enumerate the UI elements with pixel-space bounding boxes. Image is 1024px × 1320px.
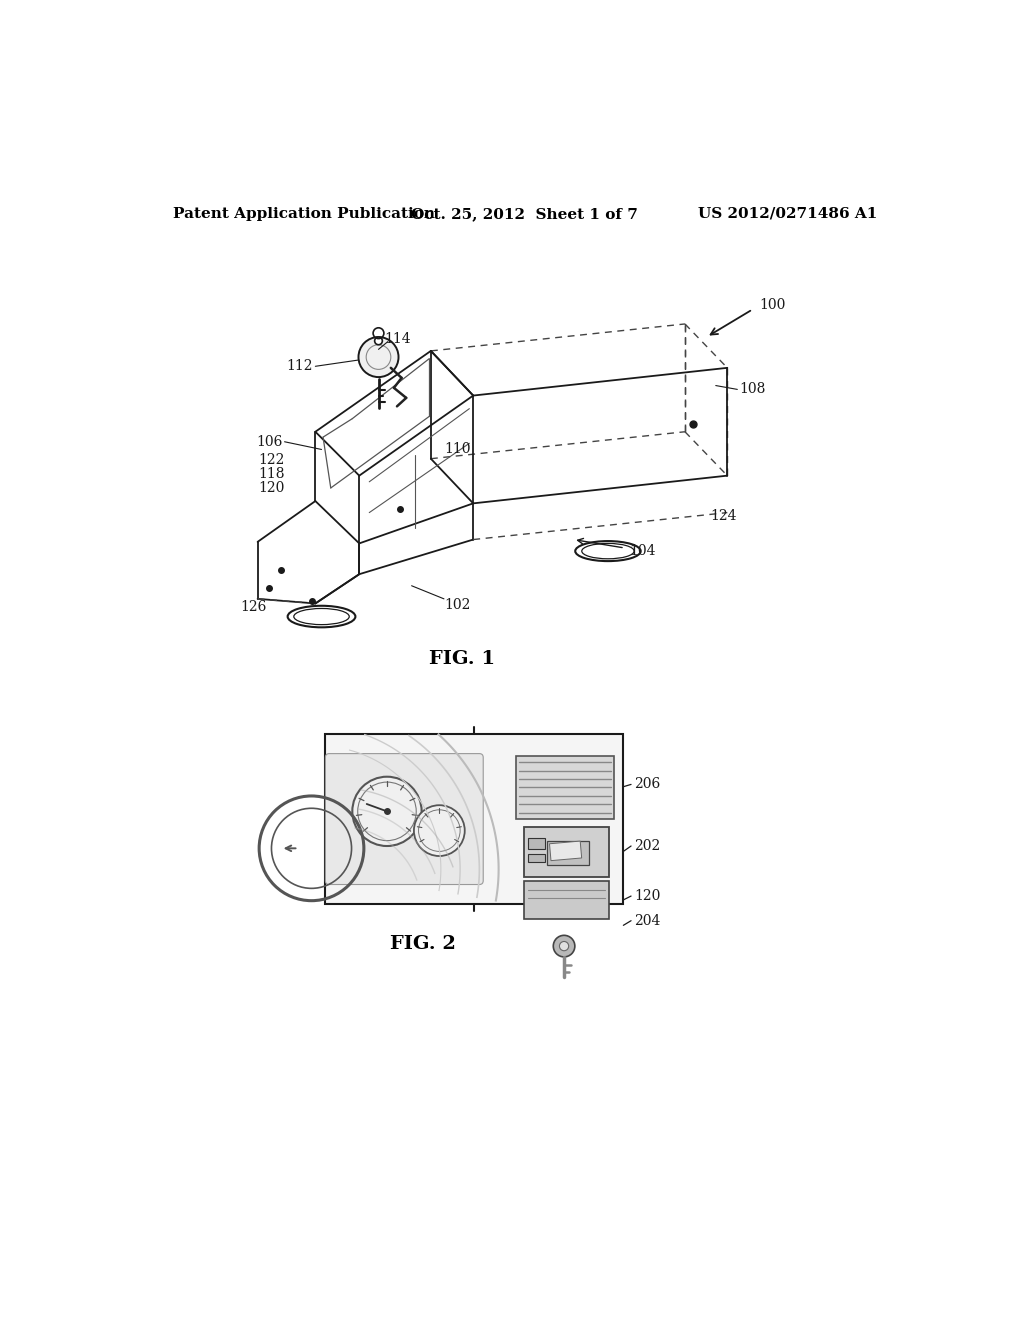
- Text: 126: 126: [241, 599, 267, 614]
- Circle shape: [352, 776, 422, 846]
- Text: FIG. 2: FIG. 2: [390, 935, 456, 953]
- Text: 124: 124: [711, 510, 737, 524]
- Text: Patent Application Publication: Patent Application Publication: [173, 207, 435, 220]
- Text: 206: 206: [634, 777, 660, 792]
- Bar: [524, 826, 608, 876]
- Circle shape: [375, 337, 382, 345]
- Text: 112: 112: [287, 359, 313, 374]
- Text: 108: 108: [739, 383, 765, 396]
- Text: 122: 122: [258, 453, 285, 467]
- Bar: [547, 841, 590, 866]
- Text: 204: 204: [634, 913, 660, 928]
- Circle shape: [559, 941, 568, 950]
- Text: 118: 118: [258, 467, 285, 480]
- Bar: [326, 734, 624, 904]
- Bar: [528, 854, 545, 862]
- Text: Oct. 25, 2012  Sheet 1 of 7: Oct. 25, 2012 Sheet 1 of 7: [412, 207, 638, 220]
- Text: 110: 110: [444, 442, 471, 457]
- Text: 104: 104: [630, 544, 656, 558]
- Text: 106: 106: [257, 434, 283, 449]
- Text: US 2012/0271486 A1: US 2012/0271486 A1: [698, 207, 878, 220]
- Text: 102: 102: [444, 598, 471, 612]
- Bar: [550, 841, 582, 861]
- Text: 100: 100: [760, 298, 786, 312]
- Text: 202: 202: [634, 840, 660, 853]
- Bar: [516, 756, 614, 818]
- Circle shape: [414, 805, 465, 857]
- Bar: [524, 880, 608, 919]
- Text: 114: 114: [385, 333, 412, 346]
- Text: FIG. 1: FIG. 1: [429, 649, 495, 668]
- FancyBboxPatch shape: [326, 754, 483, 884]
- Text: 120: 120: [634, 890, 660, 903]
- Circle shape: [358, 337, 398, 378]
- Bar: [528, 838, 545, 849]
- Circle shape: [553, 936, 574, 957]
- Text: 120: 120: [258, 480, 285, 495]
